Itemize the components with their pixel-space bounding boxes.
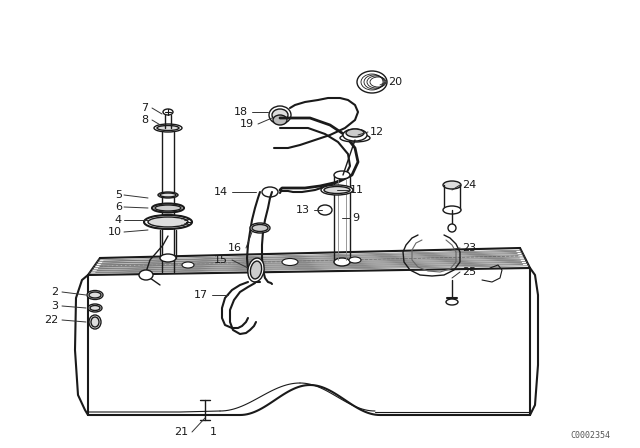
Ellipse shape — [144, 215, 192, 229]
Text: 15: 15 — [214, 255, 228, 265]
Ellipse shape — [89, 292, 101, 298]
Ellipse shape — [182, 262, 194, 268]
Ellipse shape — [282, 258, 298, 266]
Text: 7: 7 — [141, 103, 148, 113]
Text: 18: 18 — [234, 107, 248, 117]
Ellipse shape — [273, 115, 287, 125]
Ellipse shape — [91, 317, 99, 327]
Ellipse shape — [155, 205, 181, 211]
Text: 16: 16 — [228, 243, 242, 253]
Text: 11: 11 — [350, 185, 364, 195]
Ellipse shape — [448, 224, 456, 232]
Text: 20: 20 — [388, 77, 402, 87]
Ellipse shape — [154, 124, 182, 132]
Ellipse shape — [88, 304, 102, 312]
Text: 9: 9 — [352, 213, 359, 223]
Text: 10: 10 — [108, 227, 122, 237]
Ellipse shape — [321, 185, 353, 195]
Ellipse shape — [443, 181, 461, 189]
Text: 5: 5 — [115, 190, 122, 200]
Text: 13: 13 — [296, 205, 310, 215]
Text: 12: 12 — [370, 127, 384, 137]
Ellipse shape — [152, 203, 184, 212]
Text: 21: 21 — [174, 427, 188, 437]
Text: 6: 6 — [115, 202, 122, 212]
Text: 2: 2 — [51, 287, 58, 297]
Ellipse shape — [343, 129, 367, 141]
Ellipse shape — [443, 206, 461, 214]
Ellipse shape — [157, 125, 179, 130]
Ellipse shape — [272, 109, 288, 121]
Ellipse shape — [90, 306, 100, 310]
Ellipse shape — [334, 258, 350, 266]
Ellipse shape — [252, 224, 268, 232]
Ellipse shape — [446, 299, 458, 305]
Text: 4: 4 — [115, 215, 122, 225]
Text: 8: 8 — [141, 115, 148, 125]
Ellipse shape — [250, 261, 262, 279]
Ellipse shape — [89, 315, 101, 329]
Ellipse shape — [250, 223, 270, 233]
Ellipse shape — [334, 171, 350, 179]
Text: C0002354: C0002354 — [570, 431, 610, 440]
Ellipse shape — [248, 258, 264, 282]
Ellipse shape — [262, 187, 278, 197]
Text: 24: 24 — [462, 180, 476, 190]
Ellipse shape — [139, 270, 153, 280]
Text: 23: 23 — [462, 243, 476, 253]
Ellipse shape — [160, 254, 176, 262]
Ellipse shape — [148, 217, 188, 227]
Ellipse shape — [163, 109, 173, 115]
Text: 3: 3 — [51, 301, 58, 311]
Text: 14: 14 — [214, 187, 228, 197]
Ellipse shape — [349, 257, 361, 263]
Ellipse shape — [269, 106, 291, 124]
Text: 17: 17 — [194, 290, 208, 300]
Ellipse shape — [318, 205, 332, 215]
Text: 1: 1 — [210, 427, 217, 437]
Ellipse shape — [357, 71, 387, 93]
Text: 22: 22 — [44, 315, 58, 325]
Ellipse shape — [158, 192, 178, 198]
Ellipse shape — [87, 290, 103, 300]
Ellipse shape — [160, 193, 176, 197]
Text: 19: 19 — [240, 119, 254, 129]
Ellipse shape — [346, 129, 364, 137]
Ellipse shape — [340, 134, 370, 142]
Ellipse shape — [324, 186, 350, 194]
Text: 25: 25 — [462, 267, 476, 277]
